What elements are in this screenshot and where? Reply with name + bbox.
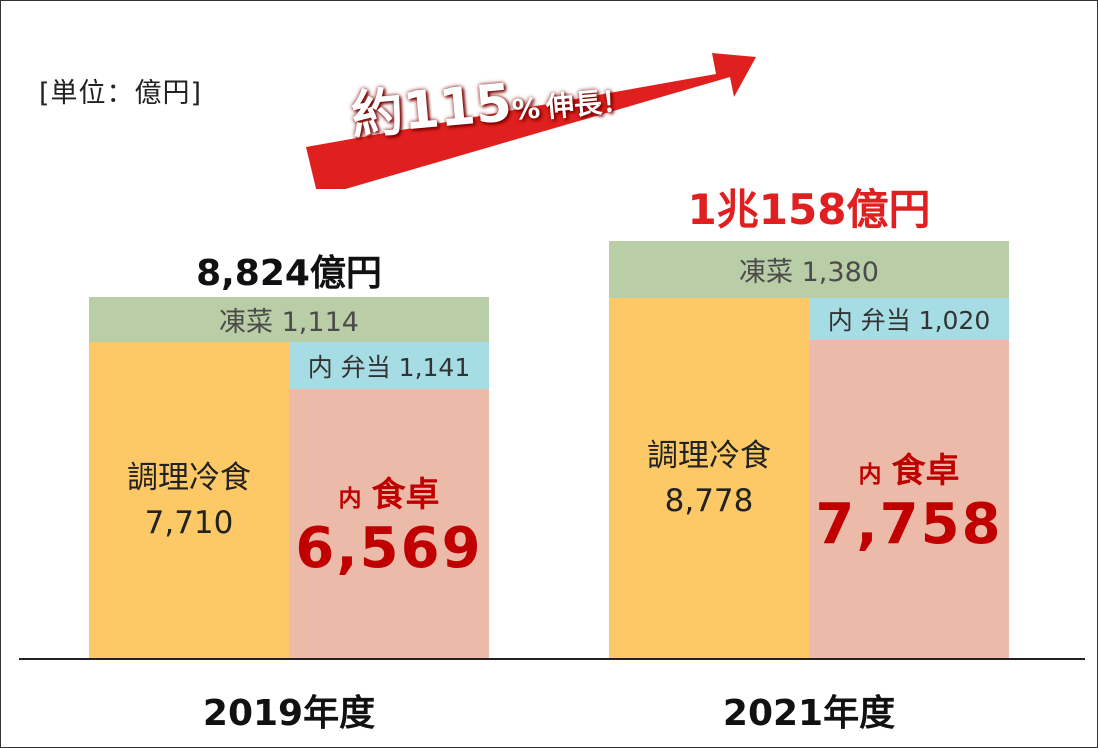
year-label-2019: 2019年度 (202, 693, 376, 734)
frozen-veg-segment: 凍菜 1,114 (89, 297, 489, 342)
frozen-veg-label: 凍菜 1,380 (739, 257, 879, 288)
cooked-segment: 調理冷食 7,710 (89, 342, 289, 659)
cooked-label: 調理冷食 (127, 459, 251, 496)
bento-label: 内 弁当 1,020 (827, 306, 991, 335)
year-label-2021: 2021年度 (722, 693, 896, 734)
dining-prefix: 内 (858, 461, 882, 488)
dining-label: 食卓 (891, 450, 960, 491)
x-axis-baseline (19, 658, 1085, 660)
dining-label: 食卓 (371, 475, 440, 515)
unit-label: [単位：億円] (39, 78, 203, 109)
frozen-veg-label: 凍菜 1,114 (219, 307, 359, 338)
dining-value: 6,569 (295, 516, 483, 581)
total-label-2019: 8,824億円 (196, 253, 382, 294)
bento-segment: 内 弁当 1,141 (289, 342, 489, 389)
frozen-veg-segment: 凍菜 1,380 (609, 241, 1009, 298)
growth-percent: % (510, 91, 542, 127)
bar-2021: 凍菜 1,380 調理冷食 8,778 内 弁当 1,020 内食卓 7,758 (609, 241, 1009, 659)
growth-tail: 伸長！ (544, 83, 632, 124)
dining-segment: 内食卓 6,569 (289, 389, 489, 659)
dining-label-row: 内食卓 (859, 443, 960, 492)
cooked-value: 7,710 (144, 504, 234, 541)
dining-value: 7,758 (815, 491, 1003, 557)
bar-2019: 凍菜 1,114 調理冷食 7,710 内 弁当 1,141 内食卓 6,569 (89, 297, 489, 659)
cooked-label: 調理冷食 (647, 437, 771, 474)
bento-segment: 内 弁当 1,020 (809, 298, 1009, 340)
dining-label-row: 内食卓 (339, 467, 440, 516)
cooked-value: 8,778 (664, 482, 754, 519)
dining-segment: 内食卓 7,758 (809, 340, 1009, 659)
total-label-2021: 1兆158億円 (687, 185, 931, 234)
dining-prefix: 内 (338, 486, 362, 512)
growth-arrow-icon (306, 53, 756, 189)
bento-label: 内 弁当 1,141 (307, 352, 471, 382)
growth-text: 約115 (348, 73, 515, 147)
cooked-segment: 調理冷食 8,778 (609, 298, 809, 659)
